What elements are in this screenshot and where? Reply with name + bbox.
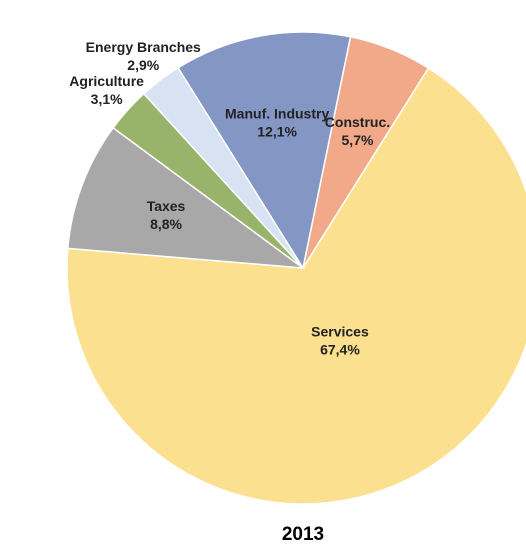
pie-slice bbox=[66, 67, 526, 505]
slice-label: Construc. bbox=[325, 114, 390, 130]
slice-label: Taxes bbox=[147, 198, 186, 214]
value-label: 5,7% bbox=[342, 132, 374, 148]
value-label: 3,1% bbox=[91, 91, 123, 107]
slice-label: Manuf. Industry bbox=[225, 106, 329, 122]
chart-title: 2013 bbox=[282, 524, 324, 545]
slice-label: Agriculture bbox=[69, 73, 144, 89]
slice-label: Services bbox=[311, 324, 369, 340]
value-label: 67,4% bbox=[320, 342, 360, 358]
pie bbox=[66, 31, 526, 505]
pie-slice bbox=[177, 31, 352, 270]
pie-slice bbox=[67, 126, 306, 269]
value-label: 8,8% bbox=[150, 216, 182, 232]
value-label: 2,9% bbox=[127, 57, 159, 73]
slice-label: Energy Branches bbox=[86, 39, 201, 55]
value-label: 12,1% bbox=[257, 124, 297, 140]
